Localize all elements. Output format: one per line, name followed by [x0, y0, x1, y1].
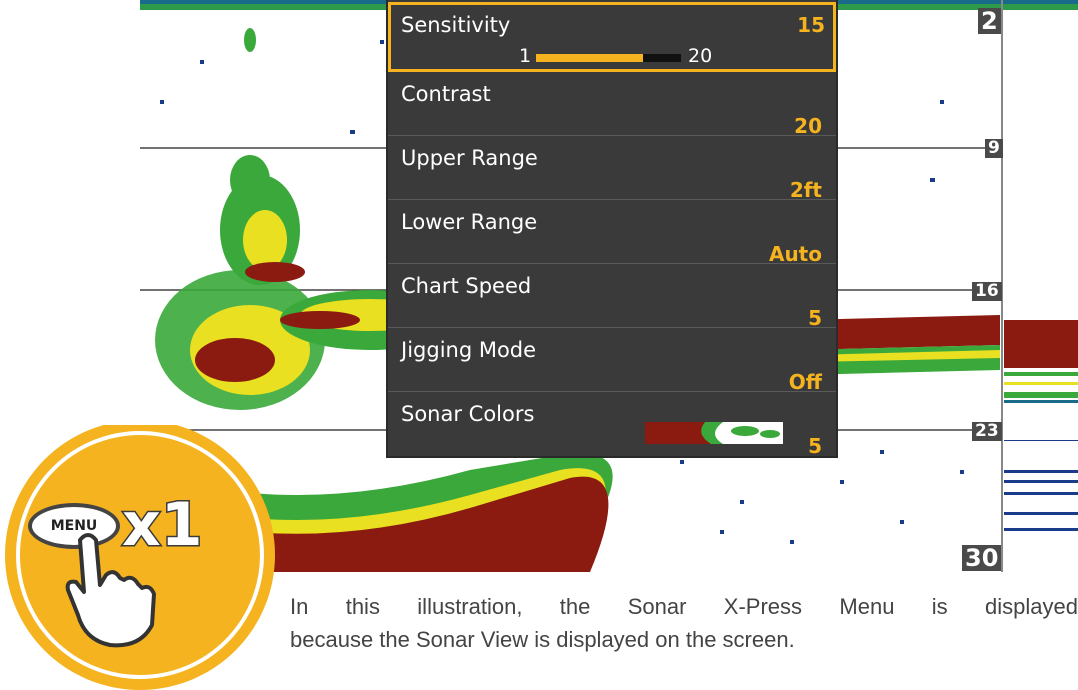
- depth-label-16: 16: [972, 282, 1002, 301]
- caption-line-1: In this illustration, the Sonar X-Press …: [290, 594, 1078, 619]
- menu-item-value: 5: [808, 306, 822, 330]
- menu-item-label: Upper Range: [401, 146, 538, 170]
- menu-press-badge: [5, 425, 275, 690]
- menu-item-label: Chart Speed: [401, 274, 532, 298]
- slider-min-label: 1: [519, 45, 532, 67]
- menu-item-chart-speed[interactable]: Chart Speed 5: [388, 264, 836, 330]
- menu-item-value: 20: [794, 114, 822, 138]
- menu-item-value: 5: [808, 434, 822, 458]
- menu-item-value: 15: [797, 13, 825, 37]
- caption: In this illustration, the Sonar X-Press …: [290, 590, 1078, 656]
- menu-item-label: Sensitivity: [401, 13, 511, 37]
- depth-label-30: 30: [962, 545, 1002, 571]
- caption-line-2: because the Sonar View is displayed on t…: [290, 627, 795, 652]
- sonar-x-press-menu: Sensitivity 15 1 20 Contrast 20 Upper Ra…: [388, 0, 836, 458]
- press-count: x1: [120, 489, 203, 562]
- sensitivity-slider[interactable]: [536, 54, 681, 62]
- menu-item-value: Off: [788, 370, 822, 394]
- menu-item-value: Auto: [768, 242, 822, 266]
- menu-item-label: Jigging Mode: [401, 338, 537, 362]
- menu-button[interactable]: MENU: [28, 503, 120, 549]
- menu-item-label: Sonar Colors: [401, 402, 535, 426]
- menu-item-jigging-mode[interactable]: Jigging Mode Off: [388, 328, 836, 394]
- depth-label-23: 23: [972, 422, 1002, 441]
- depth-label-9: 9: [985, 139, 1003, 158]
- slider-max-label: 20: [688, 45, 713, 67]
- menu-item-sonar-colors[interactable]: Sonar Colors 5: [388, 392, 836, 458]
- sonar-color-palette-swatch: [645, 422, 783, 444]
- sensitivity-slider-fill: [536, 54, 644, 62]
- menu-item-sensitivity[interactable]: Sensitivity 15 1 20: [388, 2, 836, 72]
- sonar-noise: [160, 40, 964, 544]
- pointing-hand-icon: [65, 533, 156, 648]
- menu-item-value: 2ft: [789, 178, 822, 202]
- menu-item-label: Lower Range: [401, 210, 538, 234]
- menu-item-contrast[interactable]: Contrast 20: [388, 72, 836, 138]
- menu-item-label: Contrast: [401, 82, 491, 106]
- depth-label-2: 2: [978, 8, 1001, 34]
- menu-item-lower-range[interactable]: Lower Range Auto: [388, 200, 836, 266]
- menu-item-upper-range[interactable]: Upper Range 2ft: [388, 136, 836, 202]
